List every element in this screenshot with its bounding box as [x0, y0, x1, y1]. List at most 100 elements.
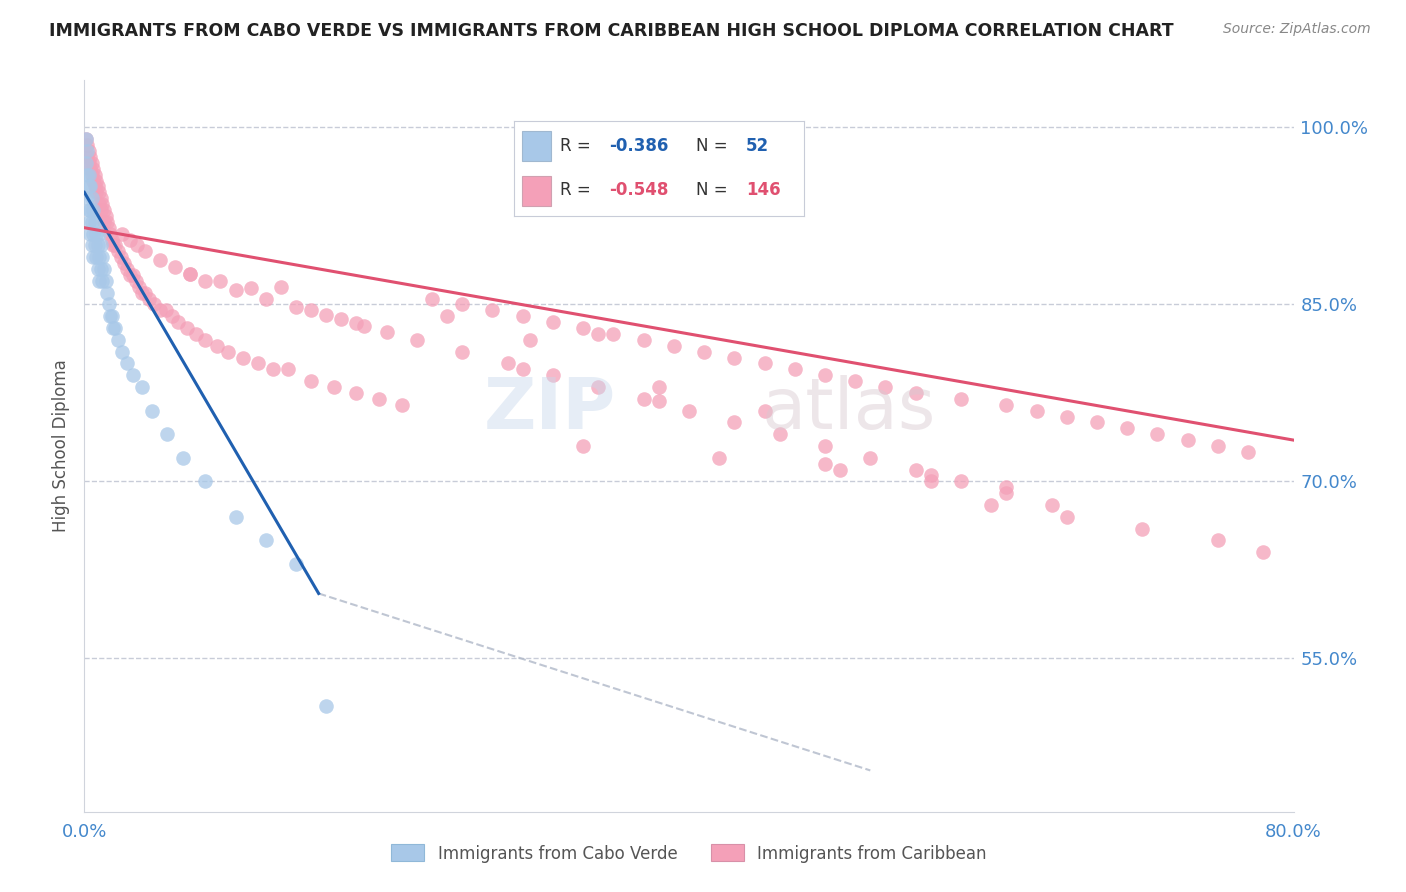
Point [225, 283, 247, 297]
Point [588, 326, 610, 341]
Legend: Immigrants from Cabo Verde, Immigrants from Caribbean: Immigrants from Cabo Verde, Immigrants f… [384, 838, 994, 869]
Point [80, 191, 103, 205]
Point [82, 202, 104, 217]
Point [79, 202, 101, 217]
Point [131, 380, 153, 394]
Point [115, 356, 138, 370]
Point [980, 498, 1002, 512]
Point [84, 215, 107, 229]
Point [995, 398, 1018, 412]
Point [90, 262, 112, 277]
Point [77, 202, 100, 217]
Point [77, 168, 100, 182]
Point [142, 297, 165, 311]
Point [128, 279, 150, 293]
Point [496, 356, 519, 370]
Point [1085, 416, 1108, 430]
Point [254, 292, 277, 306]
Point [1040, 498, 1063, 512]
Point [80, 168, 103, 182]
Point [176, 321, 198, 335]
Point [80, 238, 103, 252]
Point [209, 274, 232, 288]
Point [125, 274, 148, 288]
Point [86, 227, 108, 241]
Point [84, 238, 107, 252]
Point [110, 250, 132, 264]
Point [346, 316, 368, 330]
Point [254, 533, 277, 548]
Point [104, 238, 127, 252]
Point [121, 368, 143, 383]
Point [1206, 439, 1229, 453]
Point [101, 321, 124, 335]
Point [89, 227, 111, 241]
Point [77, 156, 100, 170]
Point [77, 215, 100, 229]
Point [97, 297, 120, 311]
Point [80, 215, 103, 229]
Point [93, 262, 115, 277]
Point [194, 274, 217, 288]
Point [86, 186, 108, 200]
Point [89, 186, 111, 200]
Point [134, 285, 156, 300]
Point [572, 321, 595, 335]
Point [1116, 421, 1139, 435]
Point [87, 262, 110, 277]
Point [98, 227, 121, 241]
Text: atlas: atlas [762, 375, 936, 444]
Point [572, 439, 595, 453]
Point [93, 202, 115, 217]
Point [90, 238, 112, 252]
Point [353, 318, 375, 333]
Point [633, 392, 655, 406]
Point [420, 292, 443, 306]
Point [875, 380, 897, 394]
Point [79, 150, 101, 164]
Point [75, 132, 97, 146]
Point [1206, 533, 1229, 548]
Point [481, 303, 503, 318]
Point [115, 262, 138, 277]
Point [100, 233, 122, 247]
Text: Source: ZipAtlas.com: Source: ZipAtlas.com [1223, 22, 1371, 37]
Point [754, 356, 776, 370]
Text: ZIP: ZIP [484, 375, 616, 444]
Point [723, 351, 745, 365]
Point [541, 368, 564, 383]
Point [131, 285, 153, 300]
Point [76, 138, 98, 153]
Point [512, 362, 534, 376]
Point [299, 303, 322, 318]
Point [90, 191, 112, 205]
Point [648, 394, 671, 409]
Point [138, 292, 160, 306]
Point [160, 310, 183, 324]
Point [346, 385, 368, 400]
Point [96, 285, 118, 300]
Point [127, 238, 149, 252]
Point [87, 238, 110, 252]
Point [602, 326, 624, 341]
Point [217, 344, 239, 359]
Point [107, 333, 129, 347]
Point [995, 480, 1018, 494]
Point [247, 356, 270, 370]
Point [87, 179, 110, 194]
Point [156, 427, 179, 442]
Point [93, 215, 115, 229]
Point [89, 197, 111, 211]
Point [86, 250, 108, 264]
Point [270, 279, 292, 293]
Point [112, 256, 135, 270]
Point [79, 161, 101, 176]
Point [82, 173, 104, 187]
Point [709, 450, 731, 465]
Point [155, 303, 177, 318]
Point [995, 486, 1018, 500]
Point [77, 144, 100, 158]
Point [179, 267, 201, 281]
Point [194, 333, 217, 347]
Point [141, 403, 163, 417]
